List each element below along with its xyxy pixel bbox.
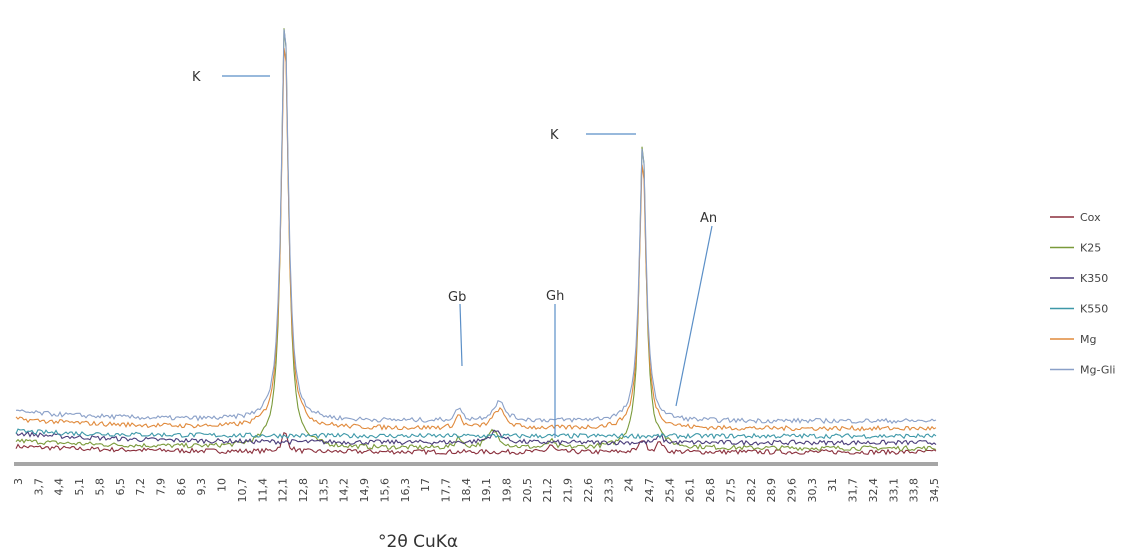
series-line-cox	[15, 431, 937, 456]
x-tick-label: 33,8	[908, 478, 921, 503]
series-line-mg	[15, 47, 937, 432]
legend-label-cox: Cox	[1080, 211, 1101, 224]
x-tick-label: 4,4	[53, 478, 66, 496]
legend: Cox K25 K350 K550 Mg Mg-Gli	[1050, 211, 1115, 377]
x-tick-label: 5,1	[73, 478, 86, 496]
x-tick-label: 26,8	[704, 478, 717, 503]
x-tick-label: 12,1	[277, 478, 290, 503]
peak-annotations: K K Gb Gh An	[192, 70, 717, 438]
x-tick-label: 10	[216, 478, 229, 492]
x-tick-label: 5,8	[93, 478, 106, 496]
x-tick-label: 23,3	[602, 478, 615, 503]
x-tick-label: 22,6	[582, 478, 595, 503]
x-tick-label: 28,2	[745, 478, 758, 503]
x-tick-label: 26,1	[684, 478, 697, 503]
annotation-label-gh: Gh	[546, 289, 564, 304]
annotation-leader-gb	[459, 303, 463, 367]
x-tick-label: 33,1	[887, 478, 900, 503]
x-tick-labels: 3 3,7 4,4 5,1 5,8 6,5 7,2 7,9 8,6 9,3 10 10,7 11,4 12…	[12, 478, 941, 503]
x-tick-label: 28,9	[765, 478, 778, 503]
x-tick-label: 16,3	[399, 478, 412, 503]
series-line-k25	[15, 28, 937, 452]
x-tick-label: 24	[623, 478, 636, 492]
legend-label-mg: Mg	[1080, 333, 1096, 346]
x-tick-label: 31	[826, 478, 839, 492]
x-tick-label: 6,5	[114, 478, 127, 496]
x-tick-label: 7,9	[155, 478, 168, 496]
x-tick-label: 17	[419, 478, 432, 492]
x-tick-label: 19,8	[501, 478, 514, 503]
x-tick-label: 21,2	[541, 478, 554, 503]
series-line-k550	[15, 428, 937, 440]
legend-label-k350: K350	[1080, 272, 1108, 285]
x-tick-label: 15,6	[378, 478, 391, 503]
x-tick-label: 34,5	[928, 478, 941, 503]
x-tick-label: 25,4	[663, 478, 676, 503]
x-tick-label: 24,7	[643, 478, 656, 503]
x-tick-label: 19,1	[480, 478, 493, 503]
x-tick-label: 9,3	[195, 478, 208, 496]
x-tick-label: 3,7	[32, 478, 45, 496]
x-tick-label: 31,7	[847, 478, 860, 503]
annotation-label-gb: Gb	[448, 290, 466, 305]
legend-label-mg-gli: Mg-Gli	[1080, 364, 1115, 377]
x-tick-label: 14,9	[358, 478, 371, 503]
x-tick-label: 32,4	[867, 478, 880, 503]
x-tick-label: 7,2	[134, 478, 147, 496]
x-axis-title: °2θ CuKα	[378, 532, 458, 552]
x-tick-label: 29,6	[786, 478, 799, 503]
x-tick-label: 21,9	[562, 478, 575, 503]
annotation-leader-an	[675, 225, 713, 407]
x-tick-label: 20,5	[521, 478, 534, 503]
legend-label-k25: K25	[1080, 242, 1101, 255]
x-tick-label: 18,4	[460, 478, 473, 503]
series-layer	[15, 28, 937, 456]
series-line-k350	[15, 429, 937, 447]
x-tick-label: 27,5	[724, 478, 737, 503]
series-line-mg-gli	[15, 29, 937, 425]
x-tick-label: 14,2	[338, 478, 351, 503]
legend-label-k550: K550	[1080, 303, 1108, 316]
x-tick-label: 10,7	[236, 478, 249, 503]
x-tick-label: 8,6	[175, 478, 188, 496]
annotation-label-an: An	[700, 211, 717, 226]
x-tick-label: 30,3	[806, 478, 819, 503]
x-tick-label: 11,4	[256, 478, 269, 503]
x-tick-label: 12,8	[297, 478, 310, 503]
x-tick-label: 17,7	[440, 478, 453, 503]
annotation-label-k: K	[550, 128, 559, 143]
x-tick-label: 3	[12, 478, 25, 485]
annotation-label-k: K	[192, 70, 201, 85]
x-tick-label: 13,5	[317, 478, 330, 503]
